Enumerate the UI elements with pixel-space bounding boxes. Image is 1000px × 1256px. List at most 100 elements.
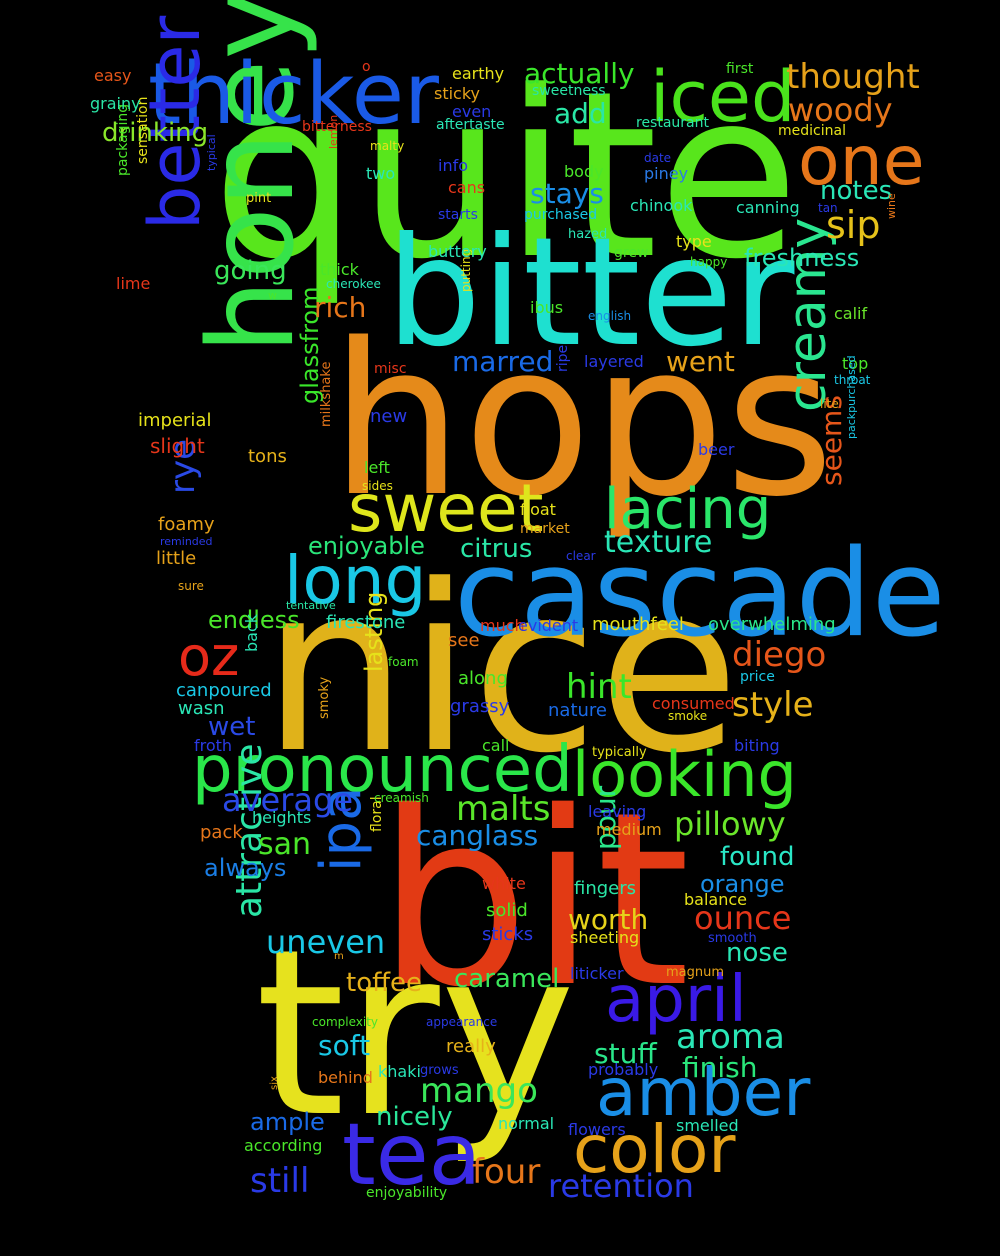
- word-grows: grows: [420, 1063, 459, 1078]
- word-nature: nature: [548, 700, 607, 721]
- word-cherokee: cherokee: [326, 277, 381, 291]
- word-probably: probably: [588, 1060, 659, 1079]
- word-actually: actually: [524, 57, 635, 90]
- word-ounce: ounce: [694, 899, 792, 937]
- word-marred: marred: [452, 345, 554, 378]
- word-wasn: wasn: [178, 698, 225, 719]
- word-smooth: smooth: [708, 931, 757, 946]
- word-smelled: smelled: [676, 1116, 739, 1135]
- word-much: much: [480, 616, 525, 635]
- word-nicely: nicely: [376, 1102, 453, 1132]
- word-liticker: liticker: [570, 964, 624, 983]
- word-iced: iced: [650, 56, 796, 138]
- word-packpurchased: packpurchased: [845, 355, 858, 439]
- word-restaurant: restaurant: [636, 115, 709, 131]
- word-type: type: [676, 232, 712, 251]
- word-sticky: sticky: [434, 84, 481, 103]
- word-tons: tons: [248, 446, 287, 467]
- word-san: san: [258, 827, 312, 862]
- word-evident: evident: [518, 616, 579, 635]
- word-froth: froth: [194, 736, 233, 755]
- word-solid: solid: [486, 900, 528, 921]
- word-flowers: flowers: [568, 1120, 626, 1139]
- word-retention: retention: [548, 1167, 694, 1205]
- word-cascade: cascade: [454, 525, 946, 664]
- word-finish: finish: [682, 1051, 758, 1084]
- word-packaging: packaging: [115, 103, 131, 176]
- word-chinook: chinook: [630, 196, 693, 215]
- word-typically: typically: [592, 745, 647, 760]
- word-caramel: caramel: [454, 964, 560, 994]
- word-four: four: [472, 1152, 541, 1192]
- word-float: float: [520, 500, 556, 519]
- word-complexity: complexity: [312, 1015, 378, 1029]
- word-calif: calif: [834, 304, 868, 323]
- word-six: six: [269, 1076, 280, 1090]
- word-w: w: [268, 289, 277, 302]
- word-pack: pack: [200, 822, 243, 843]
- word-sticks: sticks: [482, 924, 534, 945]
- word-starts: starts: [438, 207, 478, 223]
- word-always: always: [204, 854, 287, 882]
- word-normal: normal: [498, 1114, 555, 1133]
- word-back: back: [242, 613, 261, 652]
- word-lacing: lacing: [604, 477, 772, 542]
- word-grew: grew: [614, 245, 649, 261]
- word-sure: sure: [178, 579, 204, 593]
- word-going: going: [214, 256, 287, 286]
- word-sheeting: sheeting: [570, 928, 640, 947]
- word-canglass: canglass: [416, 819, 539, 852]
- word-malty: malty: [370, 139, 405, 153]
- word-market: market: [520, 521, 570, 537]
- word-medicinal: medicinal: [778, 123, 846, 139]
- word-ample: ample: [250, 1108, 325, 1136]
- word-leaving: leaving: [588, 802, 647, 821]
- word-overwhelming: overwhelming: [708, 614, 836, 635]
- word-heights: heights: [252, 808, 312, 827]
- word-found: found: [720, 842, 795, 872]
- word-looking: looking: [572, 738, 797, 811]
- word-sip: sip: [826, 203, 881, 247]
- word-easy: easy: [94, 66, 132, 85]
- word-medium: medium: [596, 820, 662, 839]
- word-pillowy: pillowy: [674, 805, 786, 843]
- word-piney: piney: [644, 164, 689, 183]
- word-throat: throat: [834, 373, 871, 387]
- word-bitterness: bitterness: [302, 119, 372, 135]
- word-lite: lite: [820, 397, 839, 411]
- word-sweetness: sweetness: [532, 83, 606, 99]
- word-call: call: [482, 736, 510, 755]
- word-still: still: [250, 1161, 310, 1201]
- word-color: color: [573, 1111, 736, 1188]
- word-even: even: [452, 102, 492, 121]
- word-mouthfeel: mouthfeel: [592, 614, 684, 635]
- word-tentative: tentative: [286, 599, 336, 612]
- word-april: april: [605, 963, 747, 1037]
- word-fingers: fingers: [574, 878, 637, 899]
- word-buttery: buttery: [428, 242, 487, 261]
- word-quite: quite: [212, 43, 800, 310]
- word-aftertaste: aftertaste: [436, 117, 505, 133]
- word-purchased: purchased: [524, 207, 598, 223]
- word-add: add: [554, 97, 607, 130]
- word-went: went: [666, 345, 735, 378]
- word-woody: woody: [788, 91, 893, 129]
- word-along: along: [458, 668, 508, 689]
- word-top: top: [842, 354, 869, 373]
- word-try: try: [255, 901, 576, 1168]
- word-consumed: consumed: [652, 694, 735, 713]
- word-thicker: thicker: [148, 45, 439, 144]
- word-magnum: magnum: [666, 965, 725, 980]
- word-enjoyable: enjoyable: [308, 532, 425, 560]
- word-hops: hops: [330, 298, 835, 543]
- word-layered: layered: [584, 352, 644, 371]
- word-earthy: earthy: [452, 64, 505, 83]
- word-endless: endless: [208, 606, 300, 634]
- word-happy: happy: [690, 255, 728, 269]
- word-typical: typical: [205, 134, 218, 171]
- word-o: o: [362, 59, 371, 75]
- word-hazed: hazed: [568, 227, 608, 242]
- word-foamy: foamy: [158, 514, 215, 535]
- word-drinking: drinking: [102, 118, 209, 148]
